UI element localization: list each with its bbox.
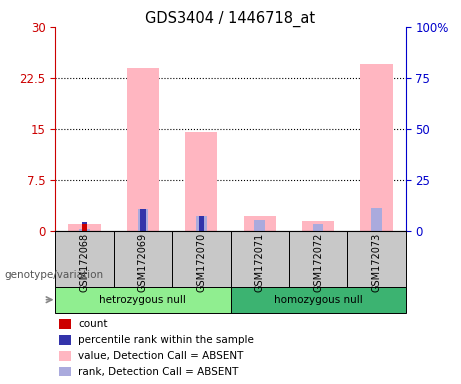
Bar (59, 319, 71, 329)
Text: GSM172069: GSM172069 (138, 233, 148, 292)
Bar (371, 208, 382, 231)
Text: percentile rank within the sample: percentile rank within the sample (78, 335, 254, 345)
Bar (347, 231, 406, 286)
Bar (59, 351, 71, 361)
Bar (172, 231, 230, 286)
Bar (138, 209, 148, 231)
Text: GSM172073: GSM172073 (372, 233, 382, 292)
Title: GDS3404 / 1446718_at: GDS3404 / 1446718_at (145, 11, 316, 27)
Text: rank, Detection Call = ABSENT: rank, Detection Call = ABSENT (78, 367, 238, 377)
Bar (59, 335, 71, 345)
Bar (79, 229, 90, 231)
Bar (243, 216, 276, 231)
Text: GSM172068: GSM172068 (79, 233, 89, 292)
Text: GSM172071: GSM172071 (254, 233, 265, 292)
Text: GSM172070: GSM172070 (196, 233, 207, 292)
Bar (114, 231, 172, 286)
Bar (361, 64, 393, 231)
Text: genotype/variation: genotype/variation (5, 270, 104, 280)
Bar (230, 231, 289, 286)
Bar (199, 216, 204, 231)
Text: count: count (78, 319, 107, 329)
Bar (59, 367, 71, 377)
Bar (302, 221, 334, 231)
Bar (69, 224, 100, 231)
Bar (313, 224, 323, 231)
Bar (196, 216, 207, 231)
Text: GSM172072: GSM172072 (313, 233, 323, 292)
Bar (82, 224, 87, 231)
Text: homozygous null: homozygous null (274, 295, 362, 305)
Bar (289, 231, 347, 286)
Bar (230, 286, 406, 313)
Bar (82, 222, 87, 224)
Bar (55, 231, 114, 286)
Text: value, Detection Call = ABSENT: value, Detection Call = ABSENT (78, 351, 243, 361)
Bar (127, 68, 159, 231)
Bar (55, 286, 230, 313)
Bar (254, 220, 265, 231)
Bar (185, 132, 218, 231)
Text: hetrozygous null: hetrozygous null (100, 295, 186, 305)
Bar (140, 209, 146, 231)
